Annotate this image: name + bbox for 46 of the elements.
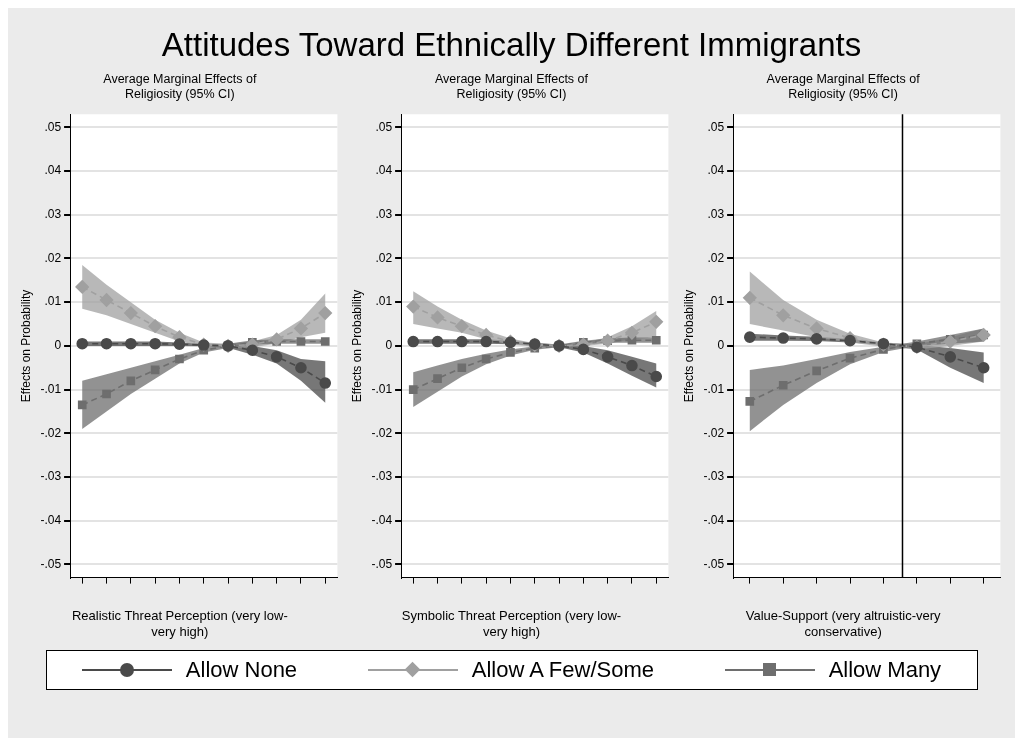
y-tick-label: -.02 <box>371 425 393 440</box>
y-tick-label: .05 <box>707 119 725 134</box>
x-axis-title: Realistic Threat Perception (very low-very high) <box>70 608 289 640</box>
y-tick-label: .01 <box>707 294 725 309</box>
y-tick-label: .02 <box>707 250 725 265</box>
y-tick-label: .04 <box>707 163 725 178</box>
y-tick-label: -.01 <box>40 381 62 396</box>
y-tick-label: .01 <box>375 294 393 309</box>
y-tick-label: .02 <box>44 250 62 265</box>
legend-label: Allow A Few/Some <box>471 657 654 683</box>
y-tick-label: -.04 <box>703 513 725 528</box>
y-tick-label: .03 <box>44 207 62 222</box>
legend-label: Allow None <box>185 657 298 683</box>
legend-label: Allow Many <box>828 657 942 683</box>
y-tick-label: -.02 <box>40 425 62 440</box>
x-axis-title: Symbolic Threat Perception (very low-very high) <box>400 608 623 640</box>
y-tick-label: 0 <box>385 338 393 353</box>
y-axis-title: Effects on Probability <box>350 289 364 403</box>
chart-subtitle: Average Marginal Effects of Religiosity (95% CI) <box>433 72 590 102</box>
y-tick-label: -.05 <box>703 556 725 571</box>
text: Attitudes Toward Ethnically Different Immigrants <box>160 25 863 65</box>
y-tick-label: -.04 <box>40 513 62 528</box>
y-axis-title: Effects on Probability <box>681 289 696 403</box>
y-tick-label: .04 <box>375 163 393 178</box>
y-tick-label: -.01 <box>371 381 393 396</box>
y-tick-label: .05 <box>375 119 393 134</box>
y-tick-label: .04 <box>44 163 62 178</box>
y-tick-label: 0 <box>54 338 62 353</box>
y-tick-label: .05 <box>44 119 62 134</box>
y-tick-label: .03 <box>375 207 393 222</box>
y-tick-label: -.05 <box>371 556 393 571</box>
y-tick-label: -.03 <box>703 469 725 484</box>
y-tick-label: -.02 <box>703 425 725 440</box>
y-tick-label: -.03 <box>40 469 62 484</box>
y-tick-label: -.01 <box>703 381 725 396</box>
y-tick-label: -.03 <box>371 469 393 484</box>
y-tick-label: -.05 <box>40 556 62 571</box>
chart-subtitle: Average Marginal Effects of Religiosity (95% CI) <box>765 72 921 102</box>
y-tick-label: .03 <box>707 207 725 222</box>
y-axis-title: Effects on Probability <box>18 289 33 403</box>
y-tick-label: .01 <box>44 294 62 309</box>
y-tick-label: .02 <box>375 250 393 265</box>
y-tick-label: -.04 <box>371 513 393 528</box>
y-tick-label: 0 <box>717 338 725 353</box>
chart-subtitle: Average Marginal Effects of Religiosity (95% CI) <box>102 72 258 102</box>
x-axis-title: Value-Support (very altruistic-very conservative) <box>744 608 942 640</box>
